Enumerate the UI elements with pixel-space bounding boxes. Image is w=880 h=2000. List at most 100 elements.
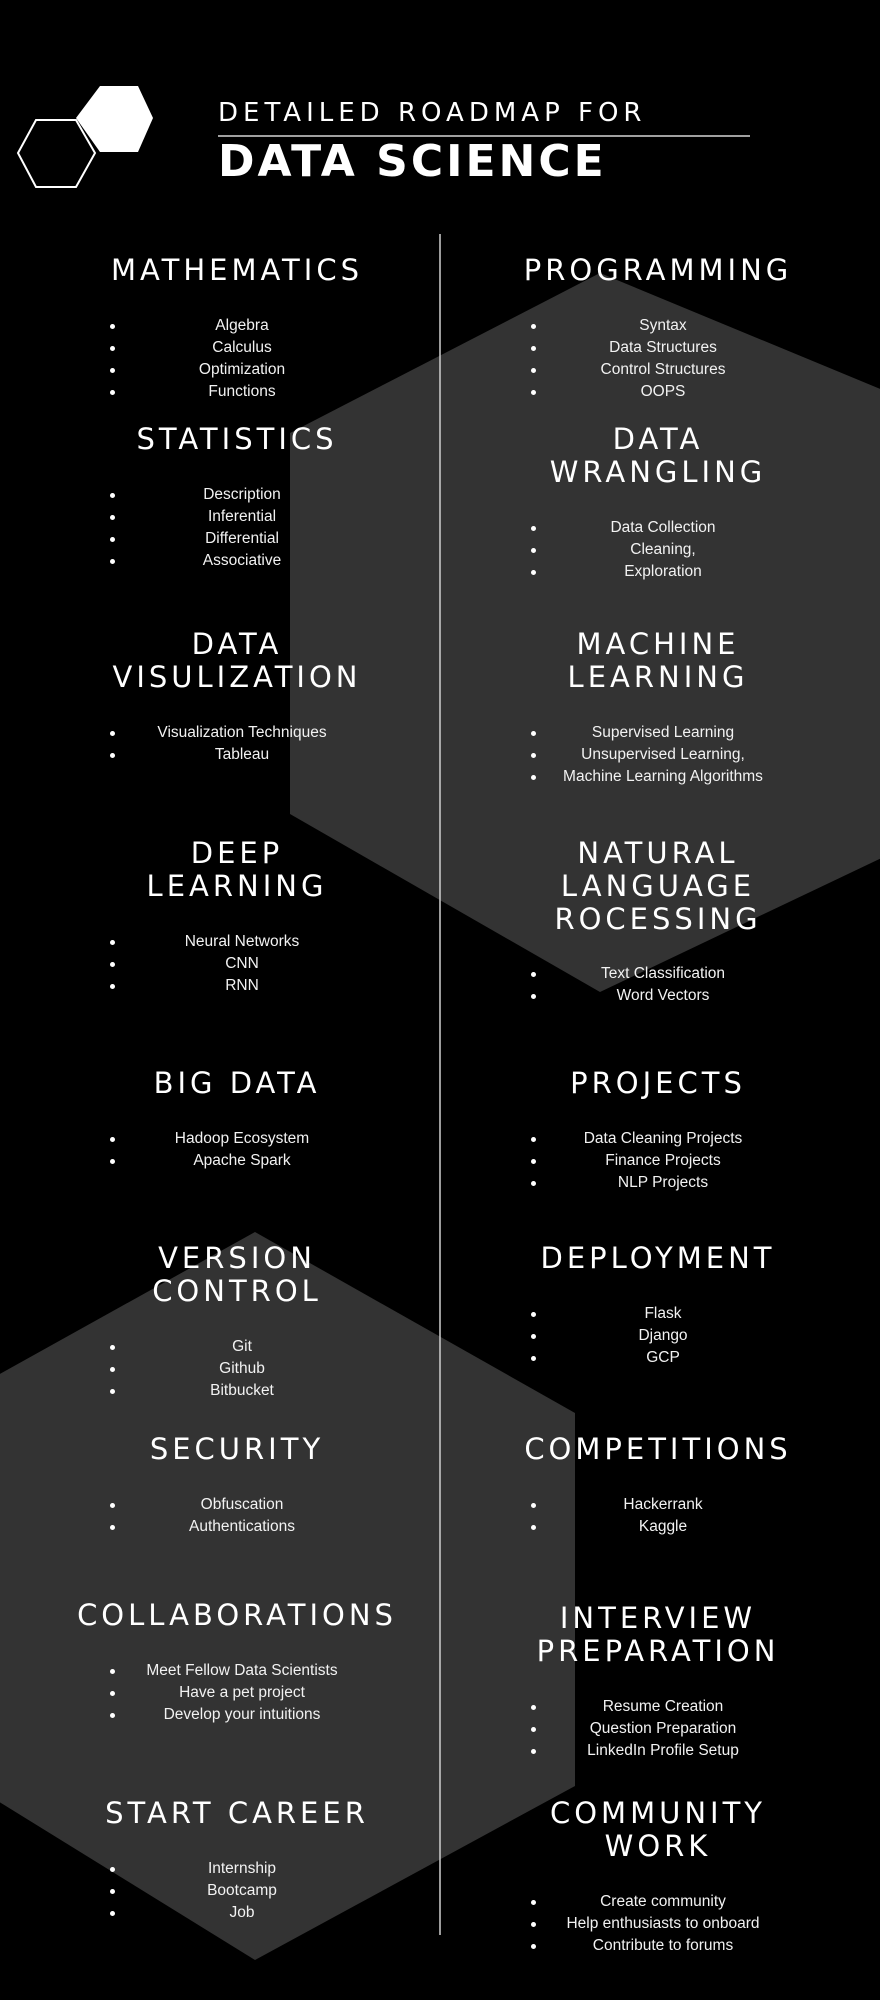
section-deep-learning: DEEP LEARNING Neural Networks CNN RNN <box>37 837 437 997</box>
topic-list: Resume Creation Question Preparation Lin… <box>458 1696 858 1762</box>
list-item: Help enthusiasts to onboard <box>458 1913 858 1935</box>
list-item: Git <box>37 1336 437 1358</box>
topic-list: Data Collection Cleaning, Exploration <box>458 517 858 583</box>
section-machine-learning: MACHINE LEARNING Supervised Learning Unsu… <box>458 628 858 788</box>
list-item: Finance Projects <box>458 1150 858 1172</box>
header-subtitle: DETAILED ROADMAP FOR <box>218 98 647 128</box>
section-version-control: VERSION CONTROL Git Github Bitbucket <box>37 1242 437 1402</box>
list-item: Meet Fellow Data Scientists <box>37 1660 437 1682</box>
list-item: Question Preparation <box>458 1718 858 1740</box>
list-item: Resume Creation <box>458 1696 858 1718</box>
list-item: Word Vectors <box>458 985 858 1007</box>
list-item: Flask <box>458 1303 858 1325</box>
section-data-visulization: DATA VISULIZATION Visualization Technique… <box>37 628 437 766</box>
list-item: Syntax <box>458 315 858 337</box>
section-title: DEEP LEARNING <box>146 836 328 903</box>
logo-hexagon-outline <box>16 119 97 188</box>
list-item: Have a pet project <box>37 1682 437 1704</box>
list-item: Hadoop Ecosystem <box>37 1128 437 1150</box>
section-title: DATA WRANGLING <box>549 422 767 489</box>
list-item: Apache Spark <box>37 1150 437 1172</box>
list-item: Contribute to forums <box>458 1935 858 1957</box>
topic-list: Data Cleaning Projects Finance Projects … <box>458 1128 858 1194</box>
list-item: CNN <box>37 953 437 975</box>
topic-list: Flask Django GCP <box>458 1303 858 1369</box>
list-item: Obfuscation <box>37 1494 437 1516</box>
section-title: COLLABORATIONS <box>77 1598 397 1632</box>
page-title: DATA SCIENCE <box>218 136 607 187</box>
section-start-career: START CAREER Internship Bootcamp Job <box>37 1797 437 1924</box>
section-title: PROGRAMMING <box>523 253 793 287</box>
topic-list: Description Inferential Differential Ass… <box>37 484 437 572</box>
large-hexagon-top-right <box>290 273 880 992</box>
topic-list: Internship Bootcamp Job <box>37 1858 437 1924</box>
topic-list: Meet Fellow Data Scientists Have a pet p… <box>37 1660 437 1726</box>
section-deployment: DEPLOYMENT Flask Django GCP <box>458 1242 858 1369</box>
list-item: Data Structures <box>458 337 858 359</box>
list-item: Internship <box>37 1858 437 1880</box>
list-item: OOPS <box>458 381 858 403</box>
list-item: Github <box>37 1358 437 1380</box>
section-data-wrangling: DATA WRANGLING Data Collection Cleaning, … <box>458 423 858 583</box>
topic-list: Text Classification Word Vectors <box>458 963 858 1007</box>
section-title: PROJECTS <box>570 1066 746 1100</box>
topic-list: Obfuscation Authentications <box>37 1494 437 1538</box>
section-projects: PROJECTS Data Cleaning Projects Finance … <box>458 1067 858 1194</box>
section-title: STATISTICS <box>136 422 338 456</box>
section-title: START CAREER <box>105 1796 369 1830</box>
topic-list: Hadoop Ecosystem Apache Spark <box>37 1128 437 1172</box>
list-item: Machine Learning Algorithms <box>458 766 858 788</box>
topic-list: Git Github Bitbucket <box>37 1336 437 1402</box>
section-community-work: COMMUNITY WORK Create community Help enth… <box>458 1797 858 1957</box>
list-item: Visualization Techniques <box>37 722 437 744</box>
section-title: DEPLOYMENT <box>540 1241 776 1275</box>
section-title: NATURAL LANGUAGE ROCESSING <box>554 836 762 936</box>
list-item: Differential <box>37 528 437 550</box>
list-item: Exploration <box>458 561 858 583</box>
list-item: Bitbucket <box>37 1380 437 1402</box>
list-item: Tableau <box>37 744 437 766</box>
list-item: LinkedIn Profile Setup <box>458 1740 858 1762</box>
section-title: DATA VISULIZATION <box>112 627 362 694</box>
list-item: Description <box>37 484 437 506</box>
list-item: Algebra <box>37 315 437 337</box>
section-security: SECURITY Obfuscation Authentications <box>37 1433 437 1538</box>
section-title: INTERVIEW PREPARATION <box>536 1601 780 1668</box>
section-natural-language-processing: NATURAL LANGUAGE ROCESSING Text Classifica… <box>458 837 858 1007</box>
topic-list: Algebra Calculus Optimization Functions <box>37 315 437 403</box>
list-item: Calculus <box>37 337 437 359</box>
list-item: Django <box>458 1325 858 1347</box>
section-mathematics: MATHEMATICS Algebra Calculus Optimizatio… <box>37 254 437 403</box>
list-item: Text Classification <box>458 963 858 985</box>
section-title: BIG DATA <box>153 1066 321 1100</box>
section-title: MACHINE LEARNING <box>567 627 749 694</box>
section-title: COMPETITIONS <box>524 1432 792 1466</box>
topic-list: Supervised Learning Unsupervised Learnin… <box>458 722 858 788</box>
topic-list: Syntax Data Structures Control Structure… <box>458 315 858 403</box>
list-item: Control Structures <box>458 359 858 381</box>
list-item: Develop your intuitions <box>37 1704 437 1726</box>
list-item: Job <box>37 1902 437 1924</box>
section-title: VERSION CONTROL <box>152 1241 322 1308</box>
section-interview-preparation: INTERVIEW PREPARATION Resume Creation Que… <box>458 1602 858 1762</box>
topic-list: Neural Networks CNN RNN <box>37 931 437 997</box>
list-item: Kaggle <box>458 1516 858 1538</box>
section-programming: PROGRAMMING Syntax Data Structures Contr… <box>458 254 858 403</box>
topic-list: Create community Help enthusiasts to onb… <box>458 1891 858 1957</box>
topic-list: Hackerrank Kaggle <box>458 1494 858 1538</box>
list-item: Data Cleaning Projects <box>458 1128 858 1150</box>
list-item: Hackerrank <box>458 1494 858 1516</box>
list-item: Create community <box>458 1891 858 1913</box>
list-item: GCP <box>458 1347 858 1369</box>
section-collaborations: COLLABORATIONS Meet Fellow Data Scientis… <box>37 1599 437 1726</box>
list-item: Supervised Learning <box>458 722 858 744</box>
list-item: Inferential <box>37 506 437 528</box>
section-big-data: BIG DATA Hadoop Ecosystem Apache Spark <box>37 1067 437 1172</box>
list-item: RNN <box>37 975 437 997</box>
section-statistics: STATISTICS Description Inferential Diffe… <box>37 423 437 572</box>
list-item: Associative <box>37 550 437 572</box>
logo-hexagon-filled <box>76 86 153 152</box>
section-title: SECURITY <box>149 1432 325 1466</box>
list-item: Unsupervised Learning, <box>458 744 858 766</box>
